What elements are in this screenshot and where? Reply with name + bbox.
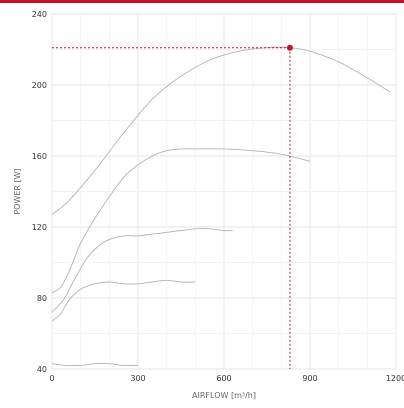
- y-tick-label: 200: [32, 81, 47, 90]
- power-curve-2: [51, 148, 311, 294]
- x-tick-label: 0: [49, 374, 54, 383]
- operating-point-marker[interactable]: [52, 44, 293, 369]
- tick-labels: 0 300 600 900 1200 40 80 120 160 200 240: [32, 10, 404, 383]
- x-tick-label: 1200: [386, 374, 404, 383]
- x-axis-title: AIRFLOW [m³/h]: [192, 391, 256, 400]
- x-tick-label: 300: [130, 374, 145, 383]
- y-tick-label: 240: [32, 10, 47, 19]
- curves: [51, 46, 391, 367]
- grid: [51, 13, 397, 370]
- y-tick-label: 120: [32, 223, 47, 232]
- power-curve-5: [51, 363, 139, 367]
- y-tick-label: 80: [37, 294, 47, 303]
- power-curve-4: [51, 279, 196, 322]
- y-tick-label: 40: [37, 365, 47, 374]
- accent-bar: [0, 0, 404, 3]
- y-axis-title: POWER [W]: [13, 168, 22, 214]
- power-curve-3: [51, 228, 233, 313]
- x-tick-label: 900: [302, 374, 317, 383]
- operating-point-dot[interactable]: [286, 44, 293, 51]
- power-curve-1: [51, 46, 391, 215]
- x-tick-label: 600: [216, 374, 231, 383]
- y-tick-label: 160: [32, 152, 47, 161]
